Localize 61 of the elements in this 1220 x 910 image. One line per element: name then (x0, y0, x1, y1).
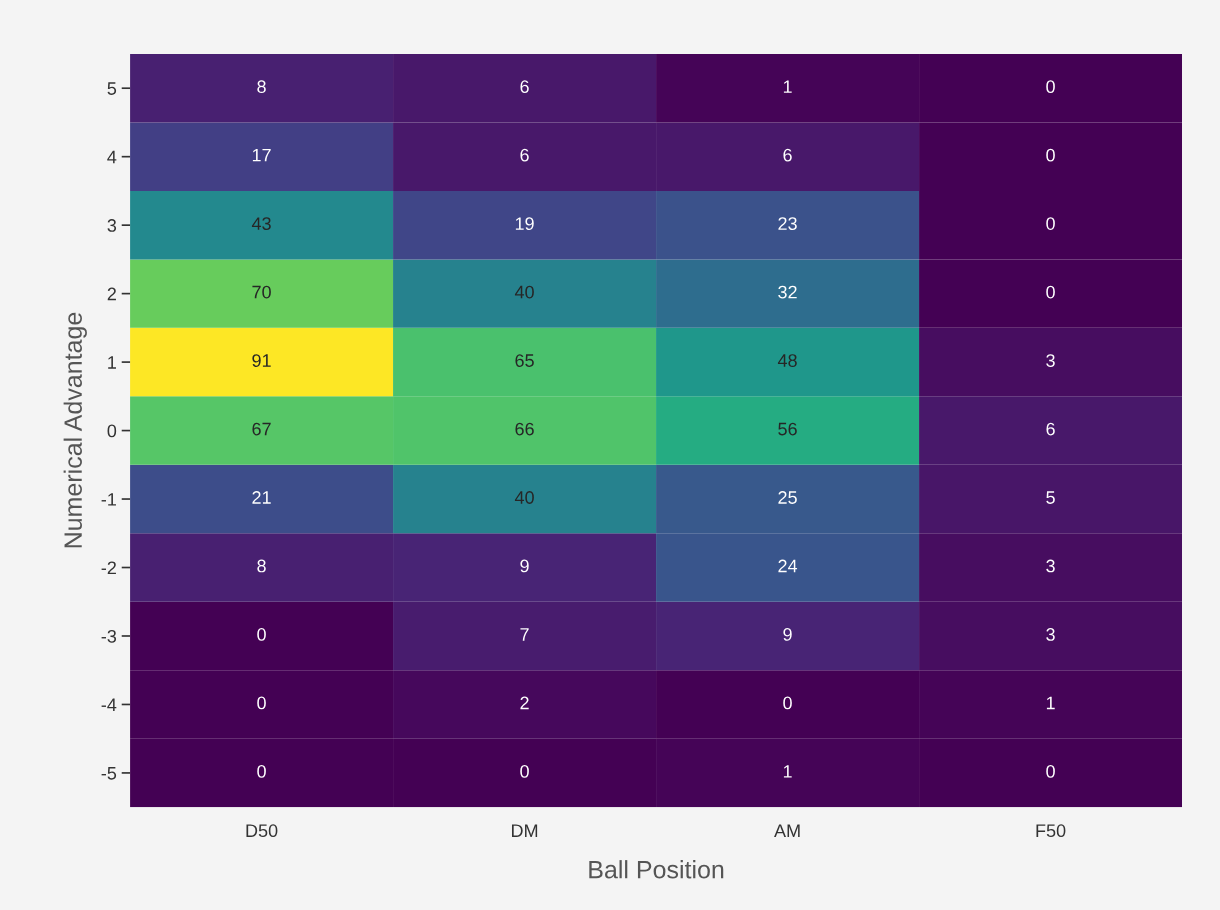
data-label: 3 (1046, 559, 1055, 573)
data-label: 91 (252, 354, 271, 367)
data-label: 0 (1046, 80, 1055, 94)
data-label: 56 (778, 422, 797, 436)
data-label: 0 (257, 628, 266, 641)
data-label: 0 (1046, 285, 1055, 299)
data-label: 66 (515, 422, 534, 436)
data-label: 1 (783, 80, 792, 93)
data-label: 0 (520, 764, 529, 778)
data-label: 0 (257, 696, 266, 710)
data-label: 48 (777, 354, 797, 367)
data-label: 40 (514, 491, 534, 504)
x-tick-label: F50 (1036, 824, 1066, 838)
data-label: 24 (778, 559, 798, 573)
data-label: 0 (1046, 217, 1055, 230)
data-label: 9 (520, 559, 529, 573)
data-label: 6 (1046, 422, 1055, 436)
x-axis-title: Ball Position (589, 860, 724, 879)
y-tick-label: 4 (107, 150, 117, 164)
y-tick-label: -3 (101, 629, 117, 643)
y-tick-label: -1 (101, 493, 116, 506)
data-label: 0 (257, 764, 266, 778)
y-tick-label: 5 (107, 82, 117, 95)
data-label: 6 (783, 148, 792, 162)
y-tick-label: 3 (107, 219, 117, 232)
x-tick-label: DM (512, 824, 538, 837)
data-label: 32 (778, 285, 797, 299)
data-label: 7 (520, 628, 529, 641)
data-label: 0 (1046, 148, 1055, 162)
data-label: 6 (520, 148, 529, 162)
data-label: 3 (1046, 354, 1055, 367)
data-label: 2 (520, 696, 529, 710)
data-label: 5 (1046, 491, 1055, 504)
y-tick-label: -2 (101, 561, 116, 575)
data-label: 17 (252, 148, 271, 162)
y-tick-label: 0 (107, 424, 117, 438)
data-label: 67 (252, 422, 271, 436)
data-label: 43 (251, 217, 271, 230)
data-label: 19 (515, 217, 534, 230)
data-label: 3 (1046, 628, 1055, 641)
data-label: 65 (515, 354, 534, 367)
y-tick-label: 2 (107, 287, 116, 301)
data-label: 0 (1046, 764, 1055, 778)
data-label: 0 (783, 696, 792, 710)
data-label: 8 (257, 559, 266, 573)
data-label: 40 (514, 285, 534, 299)
data-label: 25 (778, 491, 797, 504)
x-tick-label: D50 (246, 824, 278, 838)
data-label: 9 (783, 628, 792, 641)
data-label: 70 (252, 285, 271, 299)
data-label: 23 (778, 217, 797, 230)
x-tick-label: AM (774, 824, 800, 837)
y-tick-label: 1 (108, 356, 116, 369)
data-label: 1 (783, 765, 792, 778)
data-label: 21 (252, 491, 271, 504)
y-tick-label: -5 (101, 767, 117, 780)
data-label: 6 (520, 80, 529, 94)
y-axis-title: Numerical Advantage (63, 312, 87, 548)
data-label: 1 (1046, 696, 1055, 710)
y-tick-label: -4 (101, 698, 117, 711)
data-label: 8 (257, 80, 266, 94)
